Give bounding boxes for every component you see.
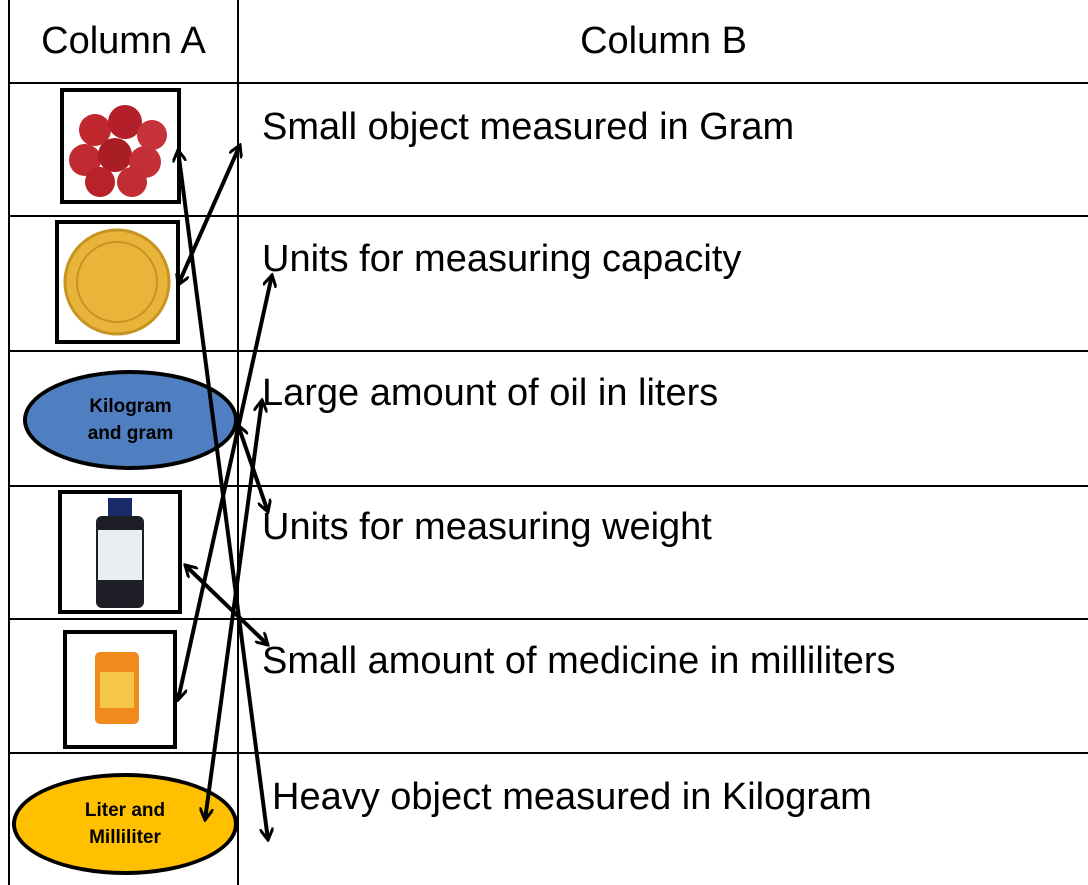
item-text: Heavy object measured in Kilogram xyxy=(272,776,872,818)
can-label xyxy=(100,672,134,708)
coin xyxy=(63,228,171,336)
bottle-label xyxy=(98,530,142,580)
ellipse-text: Liter and Milliliter xyxy=(84,800,166,848)
header-text: Column B xyxy=(580,19,747,62)
ellipse-text: Kilogram and gram xyxy=(87,396,174,444)
coin-ring xyxy=(76,241,158,323)
item-text: Units for measuring weight xyxy=(262,506,712,548)
bottle-cap xyxy=(108,498,132,516)
item-text: Small object measured in Gram xyxy=(262,106,795,148)
ellipse-label: Kilogram and gram xyxy=(23,370,238,470)
header-text: Column A xyxy=(41,19,206,62)
ellipse-label: Liter and Milliliter xyxy=(12,773,238,875)
can-picture xyxy=(63,630,177,749)
item-text: Small amount of medicine in milliliters xyxy=(262,640,896,682)
apples xyxy=(69,105,167,197)
item-text: Units for measuring capacity xyxy=(262,238,742,280)
item-text: Large amount of oil in liters xyxy=(262,372,719,414)
